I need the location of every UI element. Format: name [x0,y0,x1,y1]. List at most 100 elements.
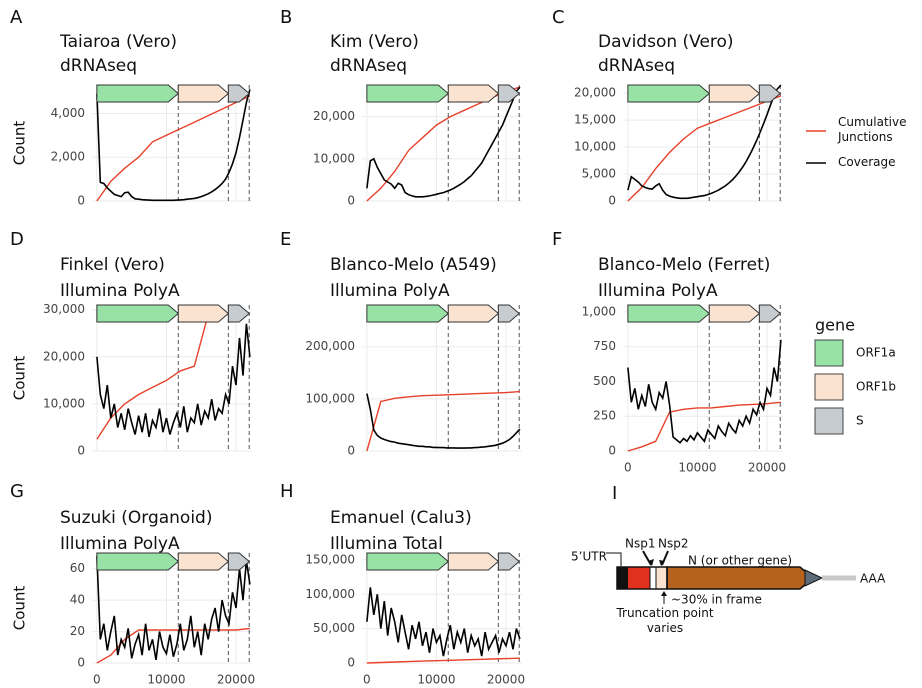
gray-arrow [804,569,824,587]
nsp1-label: Nsp1 [625,537,655,551]
gene-arrow [708,304,761,323]
chart-subtitle: Illumina PolyA [598,281,718,301]
y-tick-label: 15,000 [574,113,616,127]
gene-arrow [366,84,450,103]
gene-arrow [366,304,450,323]
panel-label: G [10,481,24,502]
x-tick-label: 20000 [748,461,786,475]
y-tick-label: 10,000 [574,140,616,154]
panel: B Kim (Vero) dRNAseq 0 10,000 20,000 [280,7,522,208]
panel: A Taiaroa (Vero) dRNAseq Count 0 2,000 4,000 [10,7,252,208]
y-tick-label: 0 [347,444,355,458]
legend-label: Coverage [838,155,896,169]
y-tick-label: 0 [77,656,85,670]
bar-outline [616,566,668,590]
x-tick-label: 20000 [487,673,525,687]
y-tick-label: 0 [77,194,85,208]
coverage-line [96,89,251,202]
panel: D Finkel (Vero) Illumina PolyA Count 0 10,000… [10,229,252,458]
chart-title: Emanuel (Calu3) [330,508,472,528]
chart-subtitle: dRNAseq [330,56,407,76]
gene-arrow [227,84,250,103]
y-tick-label: 500 [593,374,616,388]
junction-line [627,95,782,202]
coverage-line [627,339,782,444]
coverage-line [366,86,521,198]
x-tick-label: 0 [363,673,371,687]
y-axis-label: Count [11,586,29,631]
gene-arrow [96,552,180,571]
gene-arrow [96,84,180,103]
y-tick-label: 0 [608,444,616,458]
panel-label: D [10,229,24,250]
legend-label: ORF1b [856,380,896,394]
gene-arrow [666,566,815,590]
legend-swatch [814,407,844,435]
coverage-line [627,84,782,200]
panel-label: C [552,7,565,28]
chart-subtitle: Illumina PolyA [60,534,180,554]
junction-line [627,401,781,452]
gene-arrow [758,304,781,323]
y-tick-label: 5,000 [582,167,616,181]
gene-arrow [447,304,500,323]
chart-subtitle: dRNAseq [598,56,675,76]
gene-arrow [708,84,761,103]
coverage-line [366,393,521,449]
y-tick-label: 2,000 [51,150,85,164]
y-tick-label: 200,000 [305,339,355,353]
gene-arrow [627,304,711,323]
panel-label: F [552,229,562,250]
y-tick-label: 100,000 [305,391,355,405]
gene-arrow [227,304,250,323]
chart-title: Kim (Vero) [330,32,419,52]
y-axis-label: Count [11,121,29,166]
coverage-line [366,587,521,657]
y-axis-label: Count [11,356,29,401]
gene-arrow [96,304,180,323]
x-tick-label: 10000 [417,673,455,687]
nsp1-block [628,567,650,589]
panel-label: E [280,229,291,250]
junction-line [366,390,520,452]
y-tick-label: 20,000 [574,86,616,100]
panel: C Davidson (Vero) dRNAseq 0 5,000 10,000 15,00… [552,7,783,208]
x-tick-label: 10000 [147,673,185,687]
panel-label: H [280,481,294,502]
y-tick-label: 250 [593,409,616,423]
x-tick-label: 0 [93,673,101,687]
gene-arrow [497,552,520,571]
truncated-block [655,566,668,590]
y-tick-label: 0 [347,656,355,670]
x-tick-label: 10000 [678,461,716,475]
panel-label: A [10,7,23,28]
gene-arrow [227,552,250,571]
y-tick-label: 100,000 [305,587,355,601]
panel: G Suzuki (Organoid) Illumina PolyA Count 0 20… [10,481,255,687]
coverage-line [96,323,251,438]
polya-label: AAA [860,572,886,586]
chart-subtitle: Illumina PolyA [330,281,450,301]
gene-arrow [366,552,450,571]
y-tick-label: 10,000 [43,396,85,410]
y-tick-label: 1,000 [582,304,616,318]
chart-subtitle: dRNAseq [60,56,137,76]
legend-swatch [814,373,844,401]
utr-label: 5’UTR [571,550,607,564]
coverage-line [96,556,251,661]
y-tick-label: 50,000 [313,621,355,635]
legend-title: gene [815,316,855,335]
panel: F Blanco-Melo (Ferret) Illumina PolyA 0 250 5… [552,229,786,475]
y-tick-label: 60 [70,561,85,575]
legend-label: S [856,414,864,428]
truncation-label: Truncation point varies [616,606,714,635]
chart-title: Blanco-Melo (A549) [330,255,497,275]
nsp2-block [649,566,657,590]
y-tick-label: 40 [70,593,85,607]
y-tick-label: 4,000 [51,106,85,120]
y-tick-label: 150,000 [305,552,355,566]
x-tick-label: 20000 [217,673,255,687]
arrow-head [648,559,654,566]
